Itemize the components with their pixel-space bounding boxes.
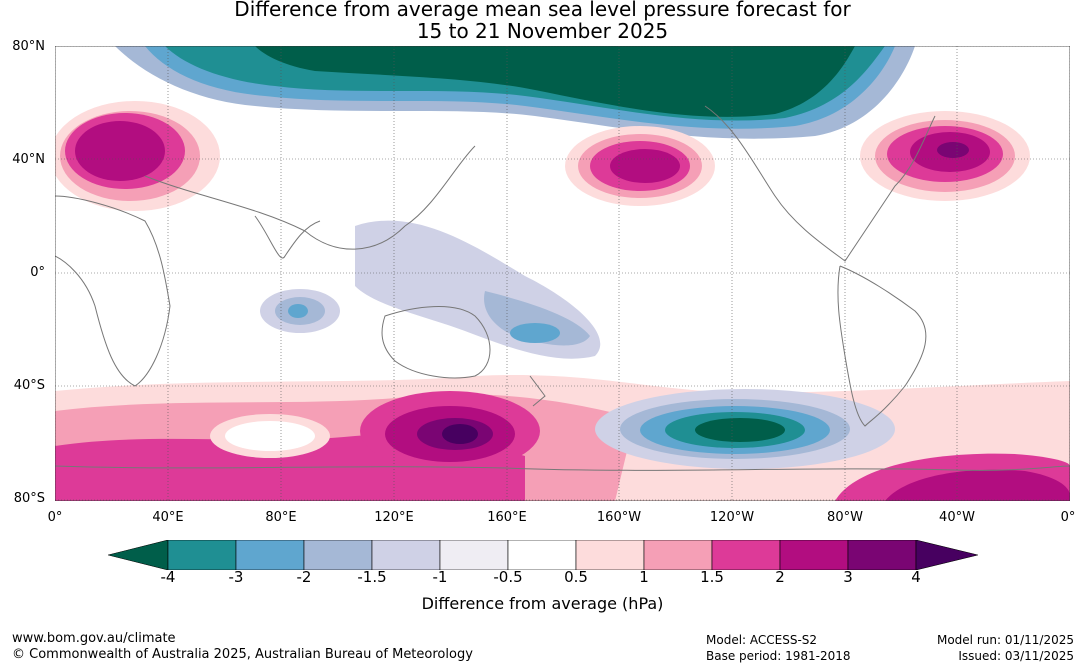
lon-label-80e: 80°E xyxy=(265,510,297,525)
graticule xyxy=(55,46,1070,501)
colorbar-tick: 0.5 xyxy=(564,568,588,586)
colorbar-tick: -1 xyxy=(432,568,448,586)
footer-copyright: © Commonwealth of Australia 2025, Austra… xyxy=(12,647,473,662)
colorbar-segment-6 xyxy=(507,540,577,570)
colorbar-tick: -4 xyxy=(160,568,176,586)
map-title: Difference from average mean sea level p… xyxy=(234,0,851,21)
colorbar-segment-11 xyxy=(847,540,917,570)
lat-label-0: 0° xyxy=(30,265,45,280)
colorbar-segment-3 xyxy=(303,540,373,570)
colorbar-tick: 1.5 xyxy=(700,568,724,586)
colorbar-segment-7 xyxy=(575,540,645,570)
colorbar-tick: 2 xyxy=(775,568,785,586)
pressure-anomaly-map xyxy=(55,46,1070,501)
lon-label-160w: 160°W xyxy=(596,510,642,525)
lon-label-0-right: 0° xyxy=(1060,510,1076,525)
lon-label-40e: 40°E xyxy=(152,510,184,525)
colorbar-tick: -2 xyxy=(296,568,312,586)
colorbar-tick: -1.5 xyxy=(357,568,387,586)
lat-label-80s: 80°S xyxy=(13,491,45,506)
lat-label-80n: 80°N xyxy=(12,39,45,54)
colorbar-segment-9 xyxy=(711,540,781,570)
lon-label-40w: 40°W xyxy=(939,510,975,525)
footer-base-period: Base period: 1981-2018 xyxy=(706,649,851,663)
colorbar-segment-1 xyxy=(167,540,237,570)
colorbar-segment-8 xyxy=(643,540,713,570)
colorbar-segment-5 xyxy=(439,540,509,570)
coastlines xyxy=(55,105,1070,471)
lon-label-0-left: 0° xyxy=(47,510,63,525)
colorbar-tick: -0.5 xyxy=(493,568,523,586)
lat-label-40s: 40°S xyxy=(13,378,45,393)
lon-label-160e: 160°E xyxy=(487,510,527,525)
colorbar-title: Difference from average (hPa) xyxy=(421,594,664,613)
lat-label-40n: 40°N xyxy=(12,152,45,167)
colorbar-tick: -3 xyxy=(228,568,244,586)
colorbar-tick: 4 xyxy=(911,568,921,586)
footer-model-run: Model run: 01/11/2025 xyxy=(936,633,1074,647)
anomaly-region-south-atlantic-core xyxy=(885,469,1070,501)
colorbar-extend-low xyxy=(108,540,169,570)
colorbar-extend-high xyxy=(915,540,978,570)
colorbar-segment-2 xyxy=(235,540,305,570)
lon-label-120w: 120°W xyxy=(709,510,755,525)
map-subtitle: 15 to 21 November 2025 xyxy=(416,19,669,43)
colorbar-tick: 1 xyxy=(639,568,649,586)
colorbar xyxy=(108,540,978,570)
colorbar-tick: 3 xyxy=(843,568,853,586)
footer-model: Model: ACCESS-S2 xyxy=(706,633,818,647)
lon-label-80w: 80°W xyxy=(827,510,863,525)
lon-label-120e: 120°E xyxy=(374,510,414,525)
colorbar-segment-10 xyxy=(779,540,849,570)
footer-issued: Issued: 03/11/2025 xyxy=(958,649,1074,663)
colorbar-segment-4 xyxy=(371,540,441,570)
footer-url[interactable]: www.bom.gov.au/climate xyxy=(12,631,176,646)
